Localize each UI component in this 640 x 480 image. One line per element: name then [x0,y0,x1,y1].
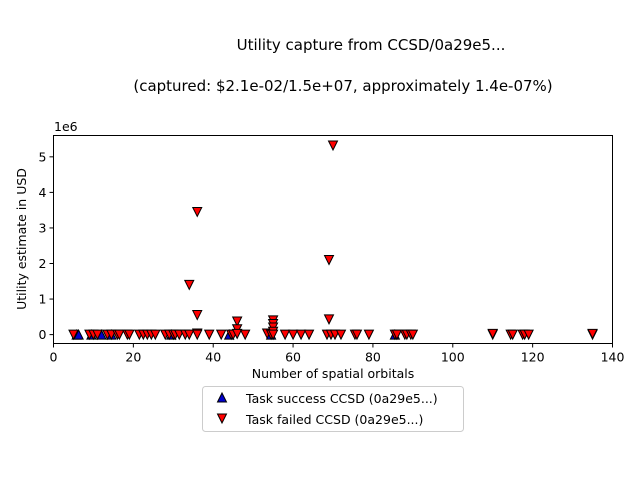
failed-marker [323,314,335,325]
x-tick-label: 20 [125,350,141,365]
failed-marker [150,329,161,341]
x-tick-label: 0 [50,350,58,365]
failed-marker [215,329,227,341]
failed-marker [407,329,419,341]
legend-success-label: Task success CCSD (0a29e5...) [245,391,438,406]
y-tick-label: 0 [39,327,47,342]
x-tick-label: 40 [205,350,221,365]
legend-failed-label: Task failed CCSD (0a29e5...) [245,412,423,427]
legend: Task success CCSD (0a29e5...) Task faile… [202,386,464,432]
failed-marker [363,329,375,341]
failed-marker [267,329,279,341]
legend-box [202,386,464,432]
failed-marker [279,329,291,341]
failed-marker [327,140,339,152]
failed-marker [92,329,103,341]
x-axis-label: Number of spatial orbitals [252,366,415,381]
failed-marker [391,329,403,341]
x-tick-label: 100 [441,350,465,365]
failed-marker [351,329,363,341]
failed-marker [124,329,135,341]
failed-marker [183,329,195,341]
y-tick-label: 3 [39,220,47,235]
chart-title: Utility capture from CCSD/0a29e5... [237,36,506,54]
x-tick-label: 120 [521,350,545,365]
plot-frame [53,135,613,344]
x-tick-label: 140 [601,350,625,365]
y-tick-label: 5 [39,149,47,164]
y-offset-label: 1e6 [54,119,78,134]
x-tick-label: 80 [365,350,381,365]
failed-marker [287,329,299,341]
failed-marker [487,328,499,340]
legend-success-marker [216,391,228,403]
chart-subtitle: (captured: $2.1e-02/1.5e+07, approximate… [133,77,552,95]
failed-marker [507,329,518,341]
y-axis-label: Utility estimate in USD [14,168,29,310]
y-tick-label: 1 [39,292,47,307]
failed-marker [231,316,243,328]
y-tick-label: 2 [39,256,47,271]
failed-marker [335,329,347,341]
x-tick-label: 60 [285,350,301,365]
failed-marker [239,329,251,341]
failed-marker [295,329,307,341]
failed-marker [231,328,243,340]
failed-marker [323,254,335,266]
failed-marker [203,329,215,341]
failed-marker [114,329,125,341]
failed-marker [587,328,598,340]
failed-marker [183,279,195,291]
y-tick-label: 4 [39,185,47,200]
failed-marker [68,329,79,341]
failed-marker [303,329,315,341]
failed-marker [191,206,203,218]
legend-failed-marker [216,413,228,425]
plot-area: 0 20 40 60 80 100 120 140 0 1 2 3 4 5 [39,140,625,365]
success-marker [73,328,84,340]
failed-marker [191,329,203,341]
failed-marker [191,310,203,321]
failed-marker [523,329,534,341]
